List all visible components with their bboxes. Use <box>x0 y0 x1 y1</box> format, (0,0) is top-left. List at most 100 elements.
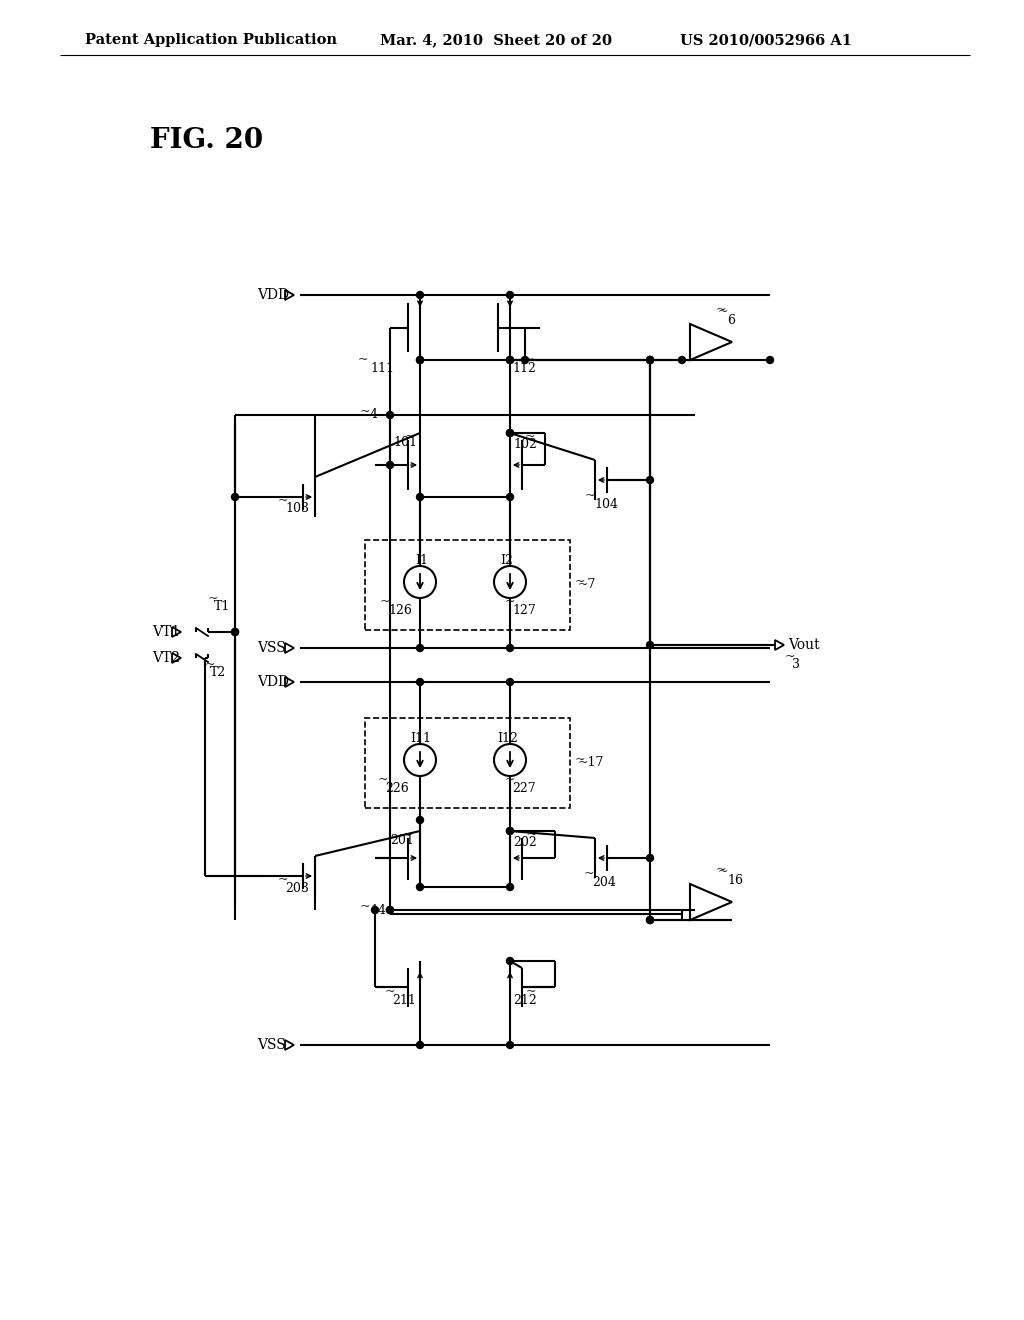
Circle shape <box>646 916 653 924</box>
Text: ~: ~ <box>360 900 371 913</box>
Circle shape <box>507 292 513 298</box>
Text: 212: 212 <box>513 994 537 1006</box>
Circle shape <box>507 494 513 500</box>
Circle shape <box>507 883 513 891</box>
Text: ~: ~ <box>527 829 538 842</box>
Text: 104: 104 <box>594 498 618 511</box>
Text: ~: ~ <box>406 430 416 444</box>
Text: 201: 201 <box>390 833 414 846</box>
Text: 226: 226 <box>385 781 409 795</box>
Text: T2: T2 <box>210 667 226 680</box>
Text: T1: T1 <box>214 601 230 614</box>
Circle shape <box>417 678 424 685</box>
Text: ~: ~ <box>718 305 728 318</box>
Text: US 2010/0052966 A1: US 2010/0052966 A1 <box>680 33 852 48</box>
Text: VSS: VSS <box>257 642 286 655</box>
Text: 127: 127 <box>512 603 536 616</box>
Circle shape <box>507 678 513 685</box>
Text: 111: 111 <box>370 362 394 375</box>
Circle shape <box>417 356 424 363</box>
Text: ~: ~ <box>575 576 586 589</box>
Text: ~: ~ <box>358 354 369 367</box>
Text: 227: 227 <box>512 781 536 795</box>
Circle shape <box>646 356 653 363</box>
Circle shape <box>646 642 653 648</box>
Circle shape <box>646 356 653 363</box>
Text: Mar. 4, 2010  Sheet 20 of 20: Mar. 4, 2010 Sheet 20 of 20 <box>380 33 612 48</box>
Circle shape <box>231 494 239 500</box>
Text: VT1: VT1 <box>152 624 180 639</box>
Text: 16: 16 <box>727 874 743 887</box>
Text: 204: 204 <box>592 875 615 888</box>
Text: VT2: VT2 <box>152 651 180 665</box>
Circle shape <box>417 817 424 824</box>
Text: ~: ~ <box>524 354 535 367</box>
Bar <box>365 718 570 808</box>
Circle shape <box>507 356 513 363</box>
Text: I2: I2 <box>500 553 513 566</box>
Text: ~: ~ <box>205 659 215 672</box>
Circle shape <box>507 828 513 834</box>
Text: I1: I1 <box>415 553 428 566</box>
Circle shape <box>386 412 393 418</box>
Text: 14: 14 <box>370 903 386 916</box>
Circle shape <box>231 628 239 635</box>
Text: ~: ~ <box>360 405 371 418</box>
Circle shape <box>417 356 424 363</box>
Circle shape <box>507 644 513 652</box>
Text: 112: 112 <box>512 362 536 375</box>
Text: Vout: Vout <box>788 638 819 652</box>
Circle shape <box>646 916 653 924</box>
Text: ~: ~ <box>718 866 728 879</box>
Text: I12: I12 <box>497 731 518 744</box>
Text: ~: ~ <box>505 595 515 609</box>
Text: 101: 101 <box>393 436 417 449</box>
Circle shape <box>646 477 653 483</box>
Text: ~17: ~17 <box>578 756 604 770</box>
Circle shape <box>767 356 773 363</box>
Circle shape <box>417 1041 424 1048</box>
Text: ~: ~ <box>785 651 796 664</box>
Text: 202: 202 <box>513 837 537 850</box>
Text: I11: I11 <box>410 731 431 744</box>
Circle shape <box>231 628 239 635</box>
Text: ~: ~ <box>403 829 414 842</box>
Text: 211: 211 <box>392 994 416 1006</box>
Circle shape <box>507 356 513 363</box>
Circle shape <box>417 644 424 652</box>
Text: 103: 103 <box>285 503 309 516</box>
Circle shape <box>521 356 528 363</box>
Circle shape <box>507 429 513 437</box>
Circle shape <box>679 356 685 363</box>
Text: ~: ~ <box>385 986 395 998</box>
Text: ~: ~ <box>716 304 726 317</box>
Text: FIG. 20: FIG. 20 <box>150 127 263 153</box>
Text: ~: ~ <box>208 593 218 606</box>
Bar <box>365 540 570 630</box>
Text: VDD: VDD <box>257 675 289 689</box>
Text: ~: ~ <box>526 986 537 998</box>
Text: VDD: VDD <box>257 288 289 302</box>
Circle shape <box>386 907 393 913</box>
Circle shape <box>386 462 393 469</box>
Circle shape <box>386 907 393 913</box>
Text: Patent Application Publication: Patent Application Publication <box>85 33 337 48</box>
Text: ~: ~ <box>278 874 289 887</box>
Circle shape <box>372 907 379 913</box>
Text: ~: ~ <box>278 495 289 507</box>
Text: 126: 126 <box>388 603 412 616</box>
Circle shape <box>646 356 653 363</box>
Circle shape <box>646 854 653 862</box>
Text: 6: 6 <box>727 314 735 326</box>
Circle shape <box>507 429 513 437</box>
Text: ~: ~ <box>525 430 536 444</box>
Text: 203: 203 <box>285 882 309 895</box>
Text: ~: ~ <box>585 490 596 503</box>
Circle shape <box>417 292 424 298</box>
Text: 102: 102 <box>513 438 537 451</box>
Text: ~7: ~7 <box>578 578 596 591</box>
Circle shape <box>507 1041 513 1048</box>
Text: 3: 3 <box>792 659 800 672</box>
Circle shape <box>417 883 424 891</box>
Text: 4: 4 <box>370 408 378 421</box>
